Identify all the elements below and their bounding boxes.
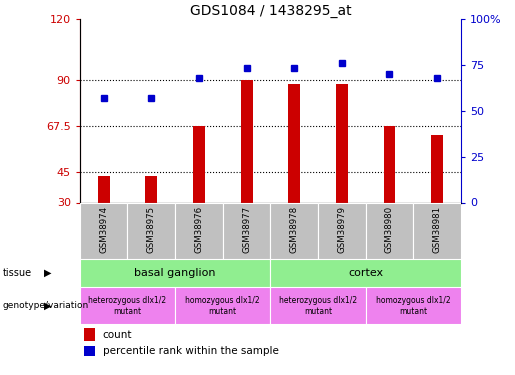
Bar (83, 328, 95, 340)
Text: genotype/variation: genotype/variation (3, 301, 89, 310)
Text: count: count (102, 330, 132, 339)
Bar (80, 287, 175, 324)
Text: GSM38981: GSM38981 (433, 206, 441, 253)
Bar (270, 287, 366, 324)
Bar (80, 202, 128, 259)
Text: GSM38979: GSM38979 (337, 206, 346, 253)
Text: heterozygous dlx1/2
mutant: heterozygous dlx1/2 mutant (279, 296, 357, 316)
Bar (336, 84, 348, 203)
Text: GSM38978: GSM38978 (290, 206, 299, 253)
Text: tissue: tissue (3, 268, 32, 278)
Bar (193, 126, 205, 202)
Bar (288, 84, 300, 203)
Bar (222, 202, 270, 259)
Text: ▶: ▶ (44, 268, 52, 278)
Text: basal ganglion: basal ganglion (134, 268, 216, 278)
Bar (413, 202, 461, 259)
Bar (83, 346, 95, 356)
Text: GSM38975: GSM38975 (147, 206, 156, 253)
Bar (175, 287, 270, 324)
Bar (145, 176, 157, 203)
Bar (241, 80, 252, 203)
Text: GSM38977: GSM38977 (242, 206, 251, 253)
Text: GSM38976: GSM38976 (195, 206, 203, 253)
Text: homozygous dlx1/2
mutant: homozygous dlx1/2 mutant (376, 296, 451, 316)
Text: ▶: ▶ (44, 301, 52, 310)
Bar (98, 176, 110, 203)
Text: cortex: cortex (348, 268, 383, 278)
Bar (431, 135, 443, 202)
Bar (384, 126, 396, 202)
Text: homozygous dlx1/2
mutant: homozygous dlx1/2 mutant (185, 296, 260, 316)
Text: GSM38974: GSM38974 (99, 206, 108, 253)
Bar (366, 287, 461, 324)
Text: GSM38980: GSM38980 (385, 206, 394, 253)
Bar (366, 202, 413, 259)
Text: percentile rank within the sample: percentile rank within the sample (102, 346, 279, 356)
Title: GDS1084 / 1438295_at: GDS1084 / 1438295_at (190, 4, 351, 18)
Bar (318, 202, 366, 259)
Bar (270, 259, 461, 287)
Text: heterozygous dlx1/2
mutant: heterozygous dlx1/2 mutant (89, 296, 166, 316)
Bar (175, 202, 222, 259)
Bar (80, 259, 270, 287)
Bar (128, 202, 175, 259)
Bar (270, 202, 318, 259)
